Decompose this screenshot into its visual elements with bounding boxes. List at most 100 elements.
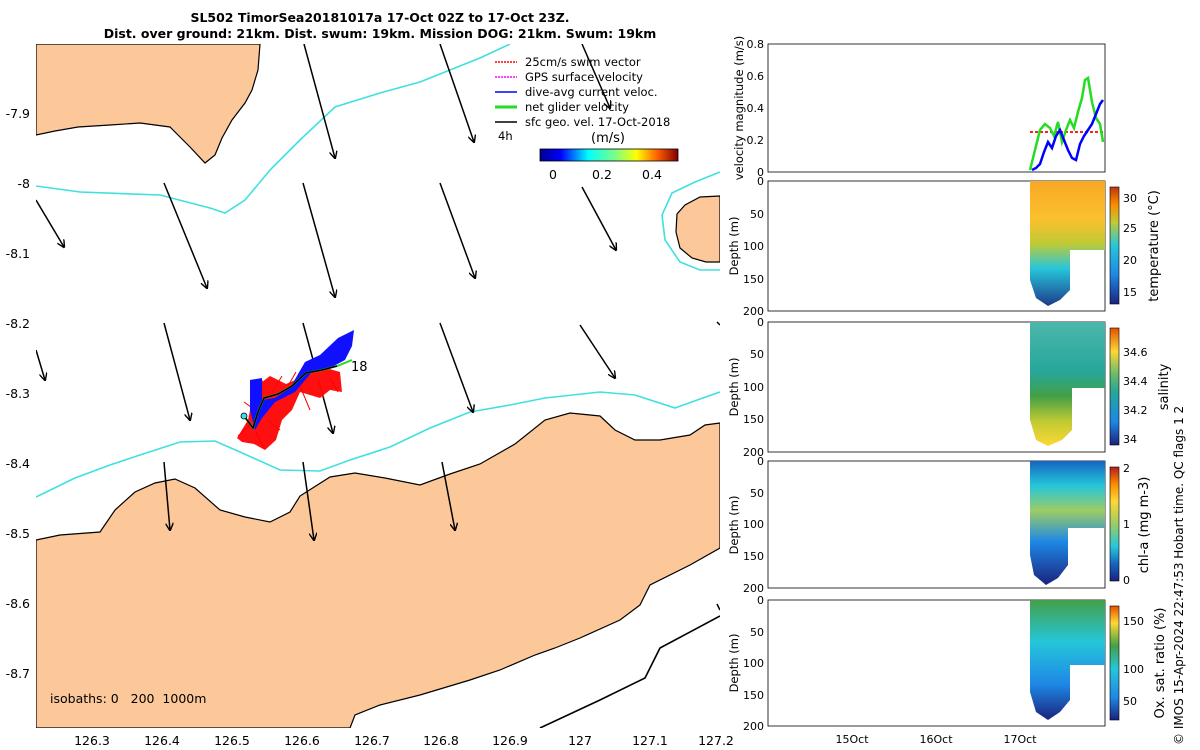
- time-tick-label: 15Oct: [835, 733, 869, 746]
- chla-cbar-tick: 0: [1123, 574, 1130, 587]
- scale-label: 4h: [498, 129, 513, 143]
- lat-tick-label: -8.6: [6, 596, 30, 611]
- salinity-panel: 0 50 100 150 200 Depth (m) 34 34.2 34.4 …: [727, 316, 1172, 459]
- chla-ytick: 100: [743, 518, 764, 531]
- lat-tick-label: -8.7: [6, 666, 30, 681]
- title-line-2: Dist. over ground: 21km. Dist. swum: 19k…: [103, 26, 657, 41]
- oxygen-cbar-tick: 50: [1123, 695, 1137, 708]
- time-tick-label: 16Oct: [919, 733, 953, 746]
- legend-label: dive-avg current veloc.: [525, 85, 658, 99]
- temperature-cbar-tick: 25: [1123, 222, 1137, 235]
- isobaths-label: isobaths: 0 200 1000m: [50, 691, 206, 706]
- temperature-panel: 0 50 100 150 200 Depth (m) 15 20 25 30 t…: [727, 175, 1162, 318]
- oxygen-cbar-ticks: 50 100 150: [1123, 615, 1144, 708]
- swim-vector-lines: [237, 371, 339, 449]
- oxygen-cbar-tick: 100: [1123, 663, 1144, 676]
- sfc-vel-arrow: [439, 44, 474, 142]
- lon-tick-label: 127.2: [698, 733, 734, 748]
- oxygen-ytick: 100: [743, 657, 764, 670]
- salinity-yticks: 0 50 100 150 200: [743, 316, 764, 459]
- chla-ytick: 150: [743, 550, 764, 563]
- temperature-cbar-label: temperature (°C): [1147, 190, 1162, 302]
- lat-tick-label: -8.1: [6, 246, 30, 261]
- salinity-cbar-tick: 34.6: [1123, 346, 1148, 359]
- salinity-cbar-tick: 34: [1123, 433, 1137, 446]
- time-tick-label: 17Oct: [1003, 733, 1037, 746]
- sfc-vel-arrow: [303, 44, 335, 158]
- lat-tick-label: -8.5: [6, 526, 30, 541]
- velocity-ytick: 0.2: [747, 134, 765, 147]
- oxygen-panel: 0 50 100 150 200 Depth (m) 50 100 150 Ox…: [727, 594, 1168, 733]
- chla-cbar-label: chl-a (mg m-3): [1137, 477, 1152, 574]
- track-label: 18: [351, 360, 368, 375]
- velocity-ytick: 0: [757, 166, 764, 179]
- sfc-vel-arrow: [581, 44, 610, 108]
- chla-ytick: 200: [743, 582, 764, 595]
- lat-tick-label: -8.3: [6, 386, 30, 401]
- lat-tick-label: -8.4: [6, 456, 30, 471]
- sfc-vel-arrow: [581, 186, 616, 250]
- map-legend: 25cm/s swim vector GPS surface velocity …: [495, 55, 679, 182]
- swim-vector-cloud: [237, 368, 342, 450]
- title-line-1: SL502 TimorSea20181017a 17-Oct 02Z to 17…: [190, 10, 570, 25]
- lon-tick-label: 127.1: [632, 733, 668, 748]
- temperature-field: [1030, 181, 1105, 306]
- chla-cbar-tick: 2: [1123, 462, 1130, 475]
- sfc-vel-arrow: [302, 182, 335, 297]
- salinity-cbar-tick: 34.4: [1123, 375, 1148, 388]
- temperature-cbar-ticks: 15 20 25 30: [1123, 192, 1137, 299]
- sfc-vel-arrow: [36, 349, 45, 380]
- lat-tick-label: -8: [18, 176, 31, 191]
- legend-label: GPS surface velocity: [525, 70, 643, 84]
- sfc-vel-arrow: [716, 603, 720, 611]
- salinity-cbar-label: salinity: [1157, 363, 1172, 410]
- velocity-ylabel: velocity magnitude (m/s): [732, 36, 746, 181]
- sfc-vel-arrow: [441, 461, 455, 530]
- sfc-vel-arrow: [36, 199, 64, 247]
- chla-ytick: 50: [750, 487, 764, 500]
- chla-field: [1030, 461, 1105, 585]
- temperature-ylabel: Depth (m): [727, 217, 741, 276]
- sfc-vel-arrow: [163, 182, 207, 288]
- sfc-vel-arrow: [716, 321, 720, 326]
- map-title: SL502 TimorSea20181017a 17-Oct 02Z to 17…: [0, 10, 760, 42]
- land-island: [675, 195, 720, 263]
- sfc-vel-arrow: [163, 461, 170, 530]
- lon-tick-label: 126.5: [214, 733, 250, 748]
- temperature-cbar-tick: 15: [1123, 286, 1137, 299]
- oxygen-ytick: 200: [743, 720, 764, 733]
- isobath-200-island: [661, 171, 720, 271]
- salinity-field: [1030, 322, 1105, 446]
- map-panel: 18 -7.9 -8 -8.1 -8.2 -8.3 -8.4 -8.5 -8.6…: [6, 44, 734, 748]
- chla-yticks: 0 50 100 150 200: [743, 455, 764, 595]
- chla-cbar-tick: 1: [1123, 518, 1130, 531]
- glider-path: [243, 365, 338, 430]
- salinity-ytick: 200: [743, 446, 764, 459]
- time-axis: 15Oct 16Oct 17Oct: [835, 733, 1037, 746]
- temperature-yticks: 0 50 100 150 200: [743, 175, 764, 318]
- oxygen-ytick: 50: [750, 626, 764, 639]
- temperature-ytick: 100: [743, 240, 764, 253]
- surface-velocity-arrows: [36, 44, 720, 611]
- lon-tick-label: 126.4: [144, 733, 180, 748]
- salinity-colorbar: [1109, 327, 1120, 446]
- velocity-yticks: 0 0.2 0.4 0.6 0.8: [747, 38, 765, 179]
- colorbar-tick: 0: [549, 167, 557, 182]
- lon-tick-label: 126.7: [354, 733, 390, 748]
- velocity-axes: [767, 43, 1106, 173]
- colorbar-tick: 0.2: [592, 167, 612, 182]
- salinity-ytick: 100: [743, 381, 764, 394]
- legend-label: net glider velocity: [525, 100, 629, 114]
- salinity-ytick: 150: [743, 413, 764, 426]
- colorbar: [539, 148, 679, 162]
- lat-axis: -7.9 -8 -8.1 -8.2 -8.3 -8.4 -8.5 -8.6 -8…: [6, 106, 30, 681]
- chla-panel: 0 50 100 150 200 Depth (m) 0 1 2 chl-a (…: [727, 455, 1152, 595]
- salinity-ytick: 0: [757, 316, 764, 329]
- temperature-ytick: 0: [757, 175, 764, 188]
- chla-ylabel: Depth (m): [727, 496, 741, 555]
- land-north: [36, 44, 261, 164]
- legend-label: sfc geo. vel. 17-Oct-2018: [525, 115, 670, 129]
- velocity-ytick: 0.6: [747, 70, 765, 83]
- salinity-cbar-tick: 34.2: [1123, 404, 1148, 417]
- temperature-ytick: 200: [743, 305, 764, 318]
